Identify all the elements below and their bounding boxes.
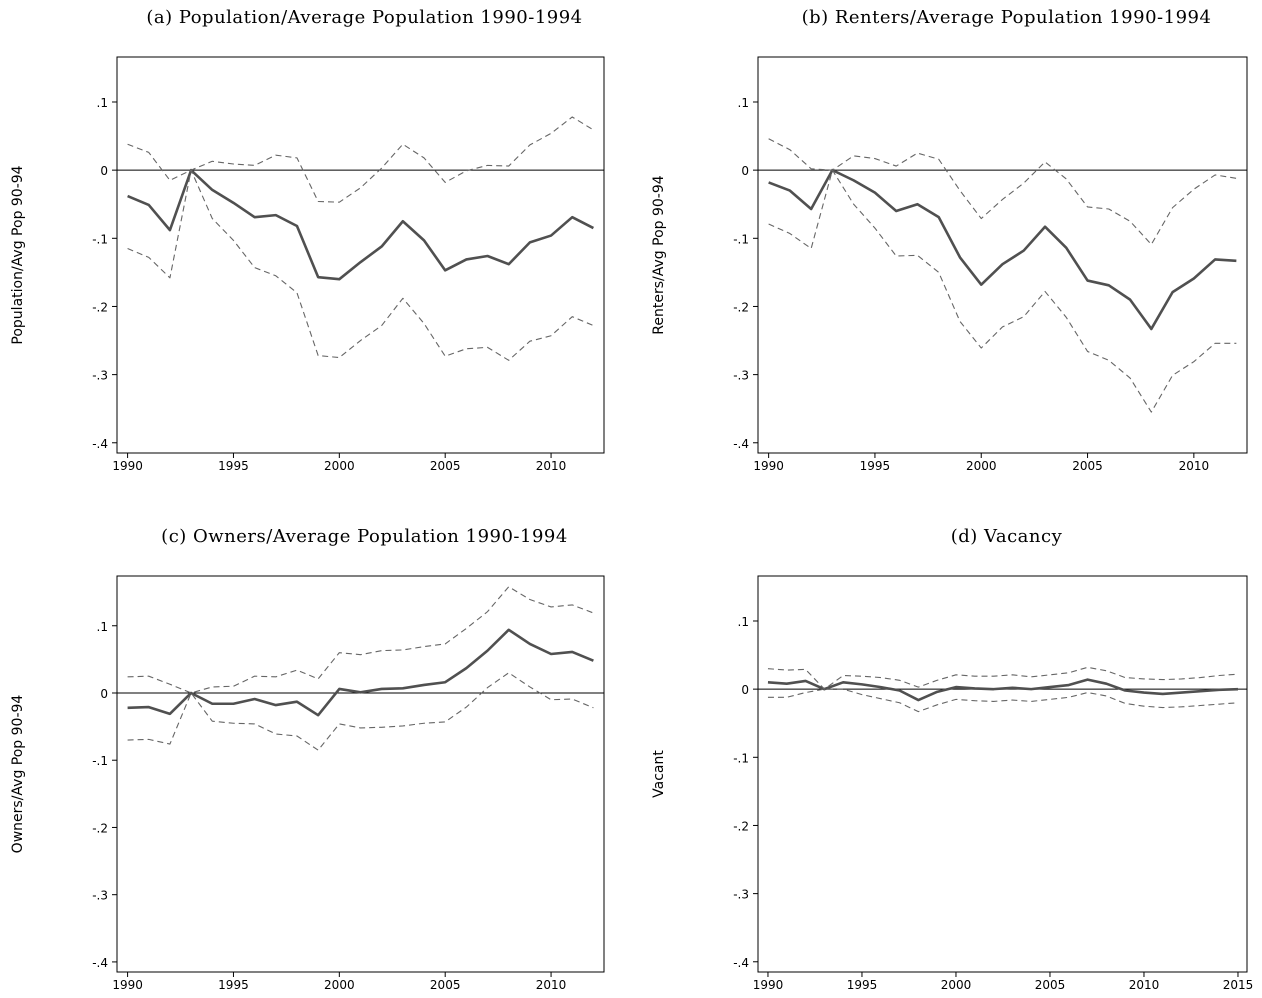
panel-title: (a) Population/Average Population 1990-1… [146,7,582,28]
y-tick-label: -.2 [92,821,108,835]
x-tick-label: 1990 [753,978,784,992]
plot-frame [757,56,1248,454]
y-tick-label: 0 [100,164,108,178]
y-tick-label: 0 [100,687,108,701]
x-tick-label: 2005 [1072,459,1103,473]
x-tick-label: 2000 [324,978,355,992]
y-axis-label: Population/Avg Pop 90-94 [10,165,26,344]
x-tick-label: 1990 [753,459,784,473]
y-tick-label: 0 [741,683,749,697]
estimate-line [767,678,1239,702]
y-tick-label: -.3 [733,888,749,902]
x-tick-label: 2010 [536,459,567,473]
y-tick-label: .1 [738,96,749,110]
y-tick-label: -.1 [733,751,749,765]
confidence-line [767,666,1239,690]
panel-title: (b) Renters/Average Population 1990-1994 [802,7,1212,28]
confidence-line [127,672,594,751]
y-tick-label: -.2 [733,819,749,833]
estimate-line [127,628,594,717]
x-tick-label: 2005 [430,978,461,992]
y-tick-label: -.4 [92,437,108,451]
estimate-line [768,168,1237,331]
panel-title: (d) Vacancy [951,526,1063,547]
y-axis-label: Owners/Avg Pop 90-94 [10,695,26,854]
y-tick-label: -.2 [92,300,108,314]
confidence-line [127,586,594,694]
x-tick-label: 1990 [112,978,143,992]
y-tick-label: -.2 [733,300,749,314]
x-tick-label: 2005 [430,459,461,473]
x-tick-label: 2000 [324,459,355,473]
x-tick-label: 2010 [536,978,567,992]
x-tick-label: 1995 [860,459,891,473]
y-tick-label: -.4 [92,956,108,970]
x-tick-label: 2000 [941,978,972,992]
x-tick-label: 2010 [1129,978,1160,992]
y-tick-label: -.1 [92,754,108,768]
confidence-line [768,138,1237,245]
y-tick-label: -.3 [92,369,108,383]
y-tick-label: -.4 [733,437,749,451]
confidence-line [127,169,594,361]
confidence-line [127,116,594,203]
plot-frame [116,56,605,454]
confidence-line [767,688,1239,713]
x-tick-label: 2010 [1179,459,1210,473]
y-axis-label: Vacant [651,750,667,798]
x-tick-label: 1995 [847,978,878,992]
y-tick-label: .1 [97,96,108,110]
panel-title: (c) Owners/Average Population 1990-1994 [161,526,568,547]
x-tick-label: 2005 [1035,978,1066,992]
y-tick-label: -.1 [733,232,749,246]
confidence-line [768,169,1237,413]
y-tick-label: -.3 [733,369,749,383]
y-tick-label: .1 [97,620,108,634]
estimate-line [127,168,595,281]
y-tick-label: -.4 [733,956,749,970]
y-tick-label: -.3 [92,889,108,903]
plot-frame [116,575,605,973]
y-tick-label: -.1 [92,232,108,246]
y-tick-label: 0 [741,164,749,178]
x-tick-label: 1990 [112,459,143,473]
y-tick-label: .1 [738,615,749,629]
x-tick-label: 2000 [966,459,997,473]
x-tick-label: 2015 [1223,978,1254,992]
x-tick-label: 1995 [218,978,249,992]
y-axis-label: Renters/Avg Pop 90-94 [651,175,667,334]
plot-frame [757,575,1248,973]
x-tick-label: 1995 [218,459,249,473]
